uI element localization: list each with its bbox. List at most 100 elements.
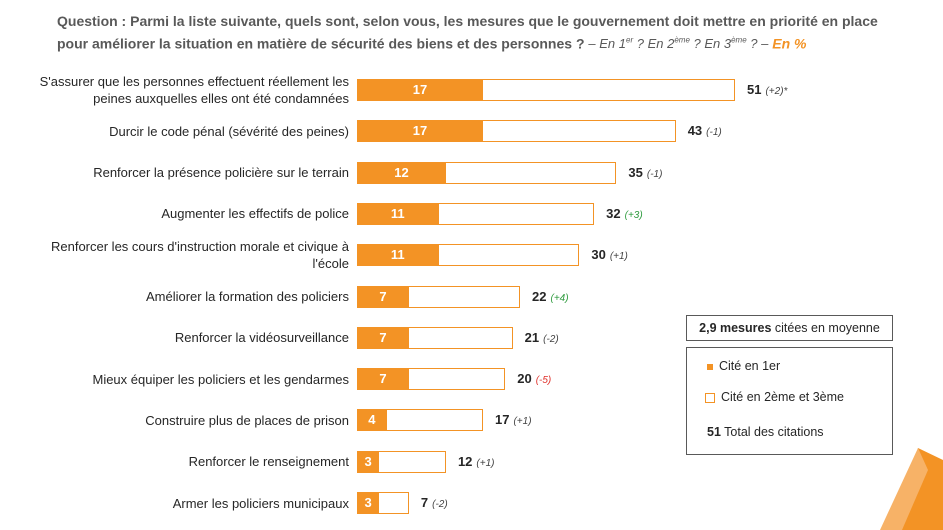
total-value: 51	[747, 82, 762, 97]
value-label: 4	[368, 412, 376, 428]
change-label: (+2)*	[765, 86, 788, 97]
bar-second	[379, 450, 446, 473]
total-value: 22	[532, 288, 547, 304]
legend-swatch	[705, 392, 715, 403]
category-label: Renforcer la vidéosurveillance	[174, 330, 349, 346]
total-label: 43 (-1)	[688, 120, 722, 144]
total-label: 12 (+1)	[458, 451, 495, 475]
bar-second	[483, 120, 676, 143]
logo	[880, 448, 943, 530]
subtitle-part: – En 1	[588, 36, 626, 52]
category-label: Construire plus de places de prison	[145, 412, 349, 428]
total-value: 20	[517, 371, 532, 387]
total-value: 32	[606, 205, 621, 221]
subtitle-part: ème	[674, 36, 690, 45]
bar-first	[357, 492, 380, 514]
subtitle-part: ? En 3	[689, 36, 732, 52]
legend: Cité en 1er Cité en 2ème et 3ème 51 Tota…	[686, 347, 893, 455]
category-label: Renforcer la présence policière sur le t…	[93, 165, 349, 181]
total-label: 30 (+1)	[591, 244, 628, 268]
category-label: Augmenter les effectifs de police	[161, 206, 349, 222]
legend-item: 51 Total des citations	[707, 425, 824, 439]
total-value: 43	[687, 123, 703, 139]
category-label: Renforcer le renseignement	[188, 454, 349, 470]
category-label: Renforcer les cours d'instruction morale…	[50, 239, 349, 272]
total-value: 35	[628, 164, 643, 180]
category-label: Mieux équiper les policiers et les genda…	[92, 371, 349, 387]
bar-first	[357, 79, 483, 101]
change-label: (+3)	[624, 209, 643, 221]
total-value: 7	[420, 495, 429, 510]
change-label: (-2)	[432, 499, 448, 510]
question-subtitle: – En 1er ? En 2ème ? En 3ème ? –	[588, 36, 768, 51]
value-label: 7	[379, 329, 387, 345]
bar-first	[357, 161, 446, 184]
legend-swatch	[707, 363, 713, 370]
bar-second	[408, 368, 506, 391]
average-box: 2,9 mesures citées en moyenne	[686, 315, 893, 341]
value-label: 12	[394, 164, 409, 180]
subtitle-part: ? –	[746, 36, 769, 52]
bar-second	[386, 409, 483, 432]
legend-item: Cité en 1er	[707, 359, 780, 373]
category-label: S'assurer que les personnes effectuent r…	[39, 74, 349, 106]
total-label: 22 (+4)	[532, 286, 569, 310]
value-label: 7	[379, 288, 387, 304]
bar-second	[408, 326, 513, 349]
change-label: (+1)	[609, 251, 628, 263]
value-label: 17	[412, 82, 428, 97]
change-label: (+1)	[476, 457, 495, 469]
bar-second	[379, 492, 409, 514]
total-label: 51 (+2)*	[747, 79, 787, 103]
change-label: (-5)	[535, 375, 552, 387]
value-label: 11	[390, 205, 405, 221]
change-label: (-1)	[706, 127, 722, 139]
value-label: 17	[412, 123, 428, 139]
logo-shape	[880, 448, 928, 530]
change-label: (-1)	[646, 168, 663, 180]
subtitle-part: ? En 2	[633, 36, 675, 52]
change-label: (+1)	[513, 416, 532, 428]
total-value: 30	[591, 247, 606, 263]
bar-first	[357, 368, 409, 391]
bar-second	[483, 79, 735, 101]
total-label: 32 (+3)	[606, 203, 643, 227]
question: Question : Parmi la liste suivante, quel…	[57, 11, 897, 54]
legend-label: Cité en 2ème et 3ème	[721, 390, 844, 404]
bar-first	[357, 409, 387, 432]
value-label: 3	[364, 495, 372, 510]
legend-total-example: 51	[707, 425, 721, 439]
total-label: 20 (-5)	[517, 368, 551, 392]
bar-second	[438, 244, 580, 267]
category-label: Améliorer la formation des policiers	[145, 289, 349, 304]
total-value: 17	[495, 412, 510, 428]
total-value: 21	[524, 329, 540, 345]
total-label: 35 (-1)	[628, 162, 662, 186]
legend-label: Cité en 1er	[719, 359, 781, 373]
total-label: 7 (-2)	[421, 492, 448, 516]
bar-first	[357, 202, 439, 225]
bar-first	[357, 285, 409, 308]
value-label: 7	[379, 371, 387, 387]
bar-first	[357, 244, 439, 267]
bar-first	[357, 450, 380, 473]
bar-second	[445, 161, 617, 184]
value-label: 3	[364, 453, 372, 469]
category-label: Armer les policiers municipaux	[172, 495, 349, 511]
average-value: 2,9 mesures	[699, 321, 772, 335]
bar-second	[408, 285, 521, 308]
average-text: citées en moyenne	[774, 321, 880, 335]
change-label: (-2)	[543, 333, 559, 345]
change-label: (+4)	[550, 292, 569, 304]
category-label: Durcir le code pénal (sévérité des peine…	[109, 123, 349, 139]
total-label: 17 (+1)	[495, 409, 532, 433]
subtitle-part: ème	[731, 36, 747, 45]
total-value: 12	[457, 453, 473, 469]
total-label: 21 (-2)	[525, 327, 559, 351]
legend-label: Total des citations	[724, 425, 824, 439]
value-label: 11	[390, 247, 405, 263]
question-text: Question : Parmi la liste suivante, quel…	[57, 13, 878, 52]
legend-item: Cité en 2ème et 3ème	[705, 390, 844, 404]
bar-first	[357, 120, 483, 143]
